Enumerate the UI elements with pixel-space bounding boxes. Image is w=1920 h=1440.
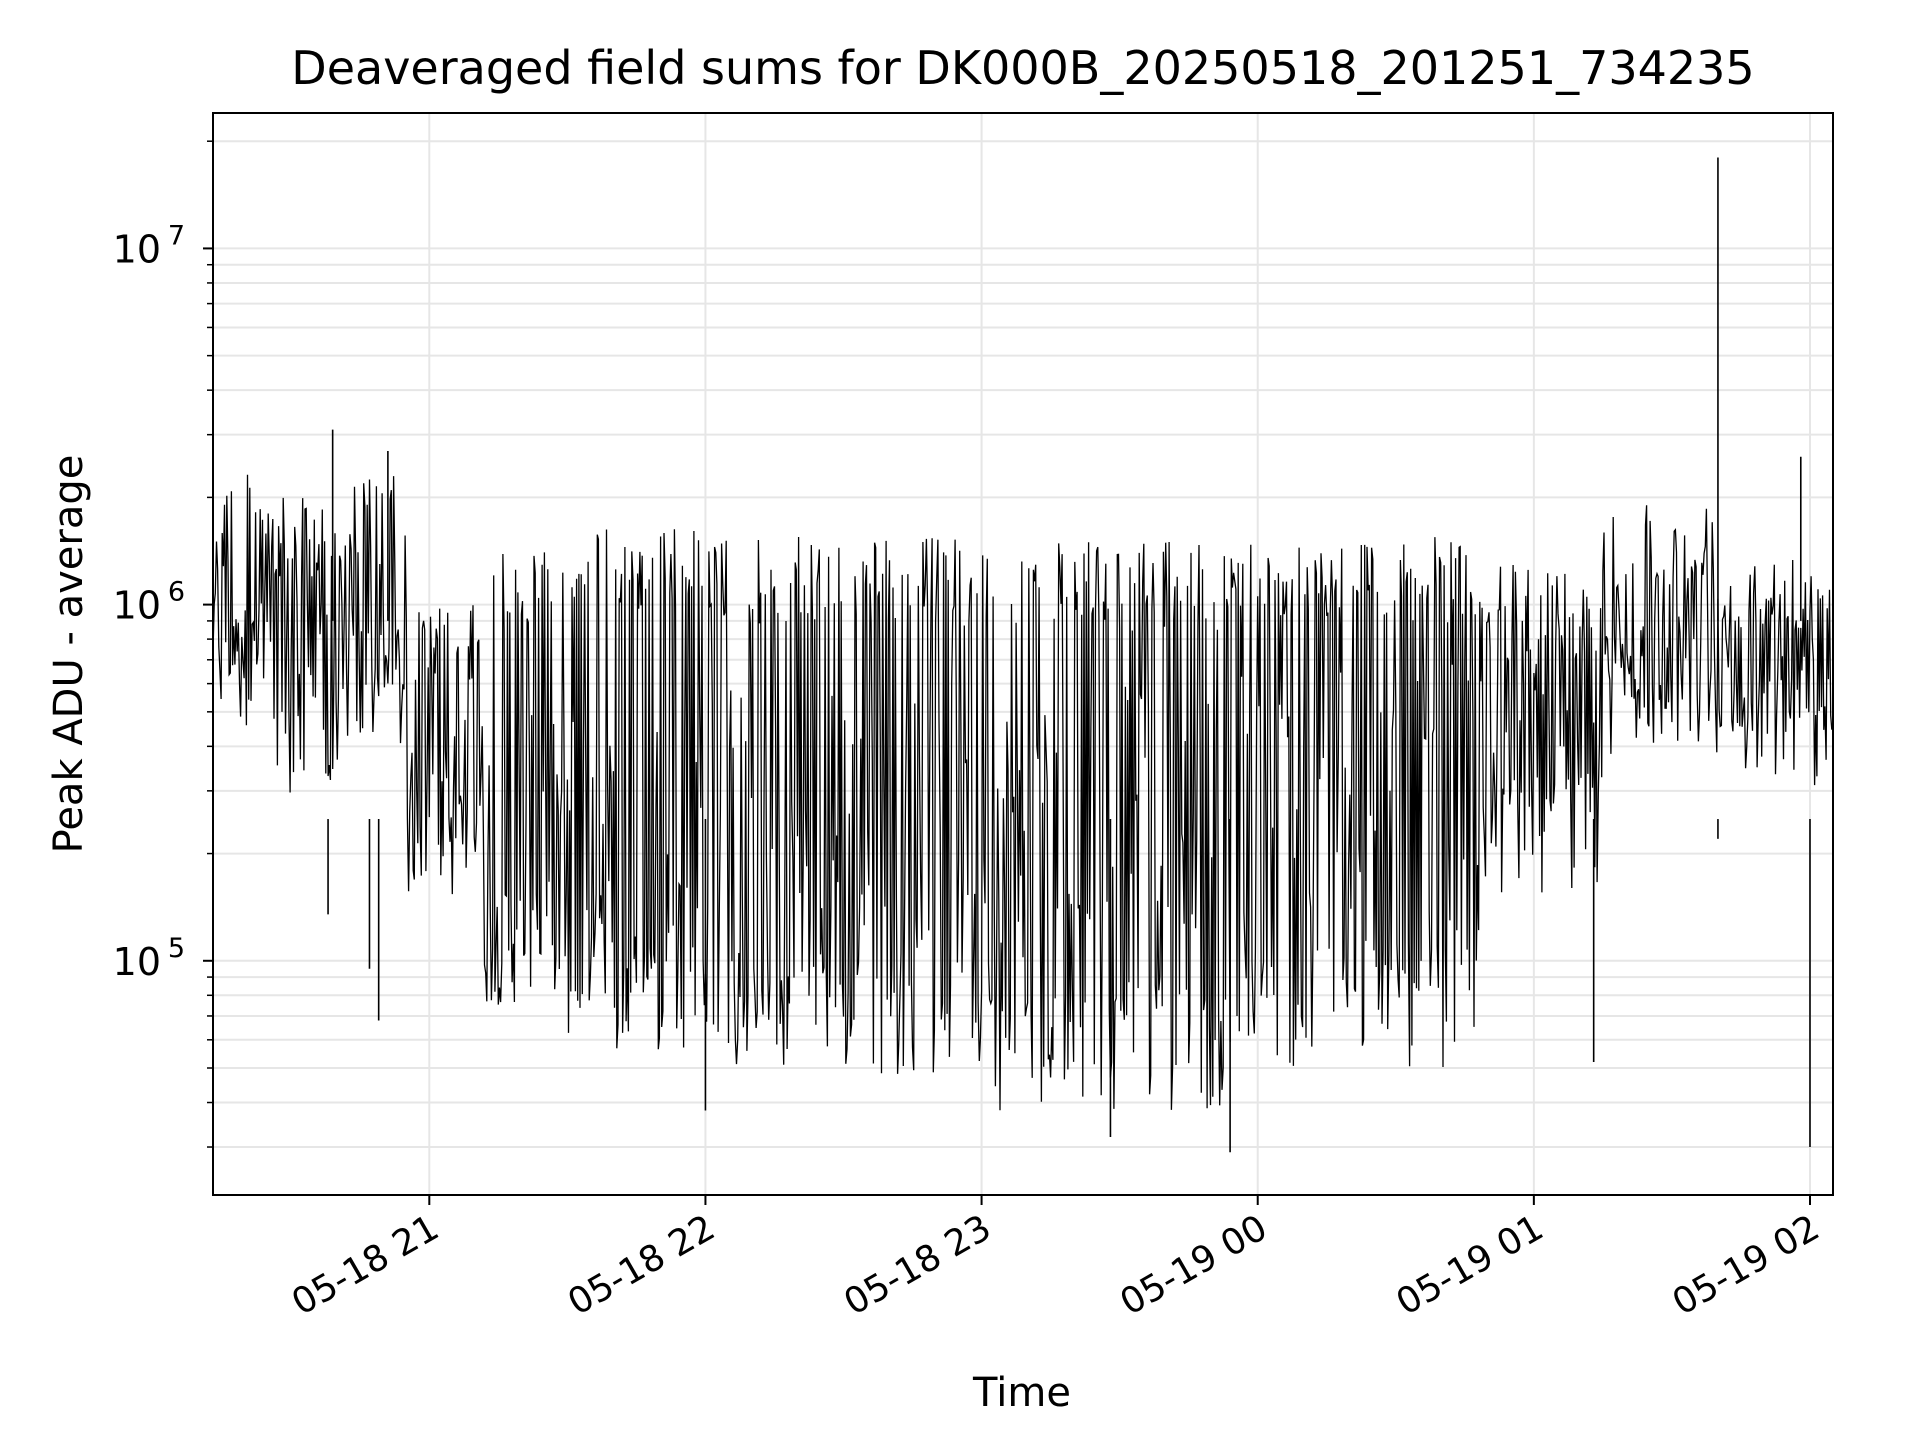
y-tick-label: 10 (113, 227, 161, 271)
series-group (213, 157, 1833, 1153)
series-layer (213, 157, 1833, 1153)
y-axis-label: Peak ADU - average (46, 455, 92, 854)
y-tick-exponent: 6 (168, 577, 185, 608)
y-tick-exponent: 7 (168, 220, 185, 251)
y-tick-label: 10 (113, 584, 161, 628)
y-tick-label: 10 (113, 940, 161, 984)
x-axis-label: Time (972, 1370, 1071, 1416)
y-tick-exponent: 5 (168, 933, 185, 964)
plot-frame (212, 112, 1834, 1196)
series-line (213, 474, 1833, 1111)
chart-title: Deaveraged field sums for DK000B_2025051… (291, 41, 1754, 95)
